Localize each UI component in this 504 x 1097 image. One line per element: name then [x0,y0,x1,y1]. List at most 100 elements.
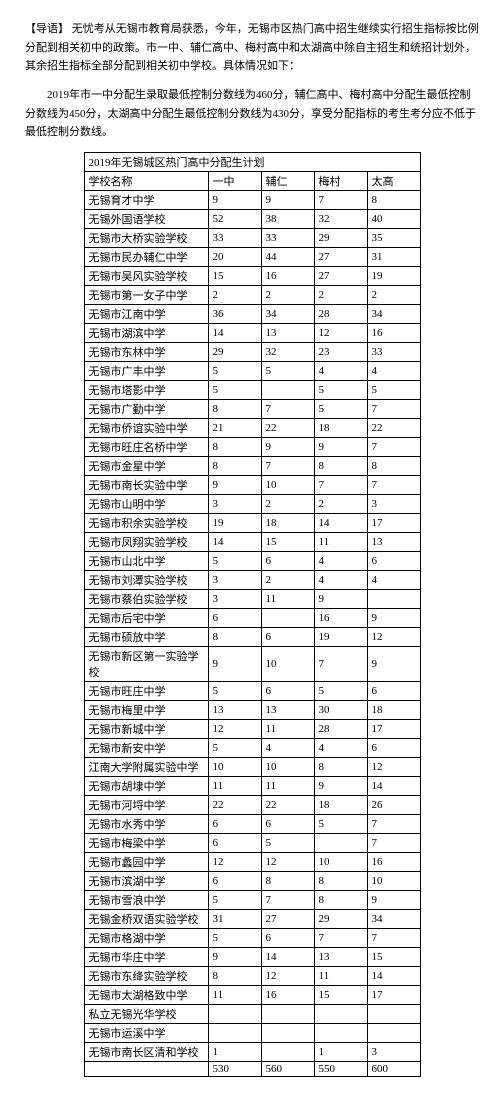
table-cell: 5 [208,552,261,571]
table-cell: 11 [314,533,367,552]
table-cell: 550 [314,1062,367,1077]
table-cell: 无锡市广勤中学 [84,400,208,419]
table-cell: 无锡市太湖格致中学 [84,986,208,1005]
table-cell: 34 [261,305,314,324]
table-cell: 8 [261,872,314,891]
table-cell: 无锡市广丰中学 [84,362,208,381]
table-cell [314,1024,367,1043]
table-cell: 16 [367,853,420,872]
table-cell: 4 [367,362,420,381]
table-row: 私立无锡光华学校 [84,1005,420,1024]
table-cell: 7 [314,476,367,495]
table-cell: 4 [314,739,367,758]
table-cell: 6 [261,815,314,834]
table-cell: 13 [367,533,420,552]
table-cell: 21 [208,419,261,438]
table-cell: 7 [367,438,420,457]
table-cell: 27 [314,248,367,267]
table-cell: 11 [208,986,261,1005]
table-cell: 6 [261,682,314,701]
table-row: 无锡市刘潭实验学校3244 [84,571,420,590]
table-cell: 9 [367,647,420,682]
table-cell: 23 [314,343,367,362]
table-cell: 4 [314,571,367,590]
table-cell: 无锡市格湖中学 [84,929,208,948]
table-cell: 无锡市蠡园中学 [84,853,208,872]
table-cell: 13 [261,324,314,343]
table-cell: 27 [314,267,367,286]
table-cell: 19 [367,267,420,286]
table-cell: 12 [314,324,367,343]
table-cell: 6 [367,739,420,758]
table-cell: 6 [261,628,314,647]
table-cell: 27 [261,910,314,929]
table-cell: 5 [208,362,261,381]
table-cell [314,834,367,853]
table-row: 无锡市新城中学12112817 [84,720,420,739]
table-cell: 12 [367,628,420,647]
table-cell: 3 [367,495,420,514]
col-header: 太高 [367,172,420,191]
table-cell: 无锡市运溪中学 [84,1024,208,1043]
table-cell: 16 [261,267,314,286]
table-cell [84,1062,208,1077]
table-cell: 6 [261,929,314,948]
table-cell: 无锡市河埒中学 [84,796,208,815]
table-cell: 无锡市雪浪中学 [84,891,208,910]
table-cell: 32 [261,343,314,362]
table-row: 无锡市广丰中学5544 [84,362,420,381]
table-cell: 44 [261,248,314,267]
table-cell: 20 [208,248,261,267]
table-cell: 8 [314,457,367,476]
table-cell: 无锡市新区第一实验学校 [84,647,208,682]
table-cell: 无锡市第一女子中学 [84,286,208,305]
table-cell: 6 [208,834,261,853]
table-cell: 14 [367,967,420,986]
table-cell: 10 [314,853,367,872]
table-cell: 无锡市胡埭中学 [84,777,208,796]
table-cell: 8 [367,191,420,210]
table-row: 无锡市胡埭中学1111914 [84,777,420,796]
table-row: 无锡市广勤中学8757 [84,400,420,419]
table-cell: 3 [208,571,261,590]
table-row: 无锡市后宅中学6169 [84,609,420,628]
table-cell: 无锡市硕放中学 [84,628,208,647]
table-cell: 22 [367,419,420,438]
table-cell: 34 [367,305,420,324]
table-cell: 6 [208,815,261,834]
table-cell: 9 [314,438,367,457]
table-cell: 7 [314,647,367,682]
table-cell: 7 [261,891,314,910]
table-cell: 38 [261,210,314,229]
table-row: 无锡金桥双语实验学校31272934 [84,910,420,929]
table-cell: 无锡市侨谊实验中学 [84,419,208,438]
table-cell: 7 [367,929,420,948]
table-cell: 9 [367,609,420,628]
table-cell: 7 [367,476,420,495]
table-cell: 5 [208,682,261,701]
table-cell: 4 [314,362,367,381]
table-cell: 33 [208,229,261,248]
table-cell: 无锡市水秀中学 [84,815,208,834]
table-cell: 5 [208,929,261,948]
table-cell: 8 [367,457,420,476]
table-row: 无锡市金星中学8788 [84,457,420,476]
table-cell: 无锡育才中学 [84,191,208,210]
table-cell: 无锡市塔影中学 [84,381,208,400]
table-row: 无锡市凤翔实验学校14151113 [84,533,420,552]
table-row: 无锡市吴风实验学校15162719 [84,267,420,286]
table-cell: 4 [367,571,420,590]
table-cell: 无锡市蔡伯实验学校 [84,590,208,609]
table-cell: 13 [261,701,314,720]
table-cell: 5 [314,815,367,834]
table-row: 无锡市第一女子中学2222 [84,286,420,305]
table-row: 无锡市大桥实验学校33332935 [84,229,420,248]
table-cell: 无锡市南长实验中学 [84,476,208,495]
table-cell: 12 [208,853,261,872]
table-cell: 18 [261,514,314,533]
table-cell: 14 [367,777,420,796]
table-cell: 17 [367,720,420,739]
table-row: 无锡市华庄中学9141315 [84,948,420,967]
table-cell: 5 [208,891,261,910]
table-cell: 无锡市华庄中学 [84,948,208,967]
